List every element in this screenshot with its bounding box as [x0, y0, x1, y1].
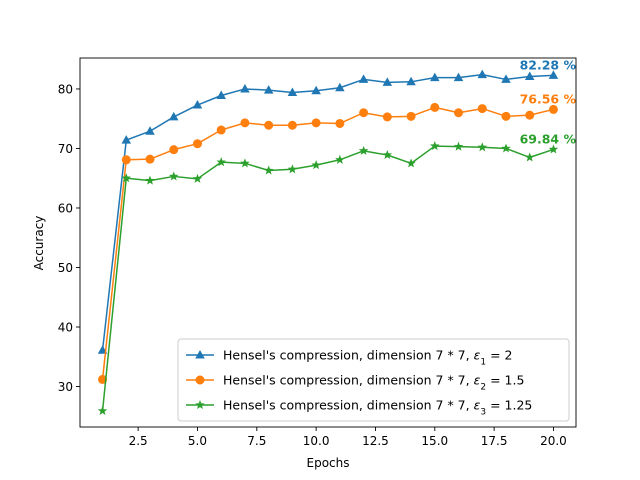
data-point	[97, 405, 108, 415]
x-tick-label: 17.5	[481, 434, 508, 448]
legend-marker	[195, 350, 205, 359]
data-point	[358, 145, 369, 155]
x-tick-label: 2.5	[129, 434, 148, 448]
data-point	[216, 90, 226, 99]
data-point	[311, 160, 321, 170]
data-point	[477, 104, 487, 114]
data-point	[453, 72, 464, 82]
data-point	[501, 74, 511, 83]
data-point	[430, 72, 440, 82]
data-point	[240, 118, 250, 128]
data-point	[501, 111, 511, 121]
y-tick-label: 50	[58, 261, 73, 275]
series-line-1	[101, 73, 554, 351]
legend-label: Hensel's compression, dimension 7 * 7, ε…	[223, 348, 512, 368]
data-point	[382, 77, 393, 86]
data-point	[121, 173, 132, 183]
data-point	[145, 175, 155, 185]
data-point	[287, 164, 298, 174]
data-point	[192, 100, 203, 109]
data-point	[168, 111, 179, 121]
y-tick-label: 70	[58, 142, 73, 156]
data-point	[524, 71, 535, 80]
x-tick-label: 20.0	[540, 434, 567, 448]
legend-entry-1: Hensel's compression, dimension 7 * 7, ε…	[186, 348, 512, 368]
data-point	[524, 152, 535, 162]
data-point	[382, 150, 393, 160]
data-point	[525, 110, 535, 120]
data-point	[501, 143, 511, 153]
data-point	[169, 145, 179, 155]
y-tick-label: 60	[58, 201, 73, 215]
x-tick-label: 15.0	[421, 434, 448, 448]
y-tick-label: 40	[58, 321, 73, 335]
legend-entry-2: Hensel's compression, dimension 7 * 7, ε…	[186, 373, 524, 393]
end-value-label-2: 76.56 %	[520, 91, 577, 106]
data-point	[240, 158, 250, 168]
data-point	[548, 70, 559, 79]
x-axis-label: Epochs	[307, 456, 350, 470]
data-point	[477, 142, 488, 152]
x-tick-label: 10.0	[303, 434, 330, 448]
data-point	[121, 135, 132, 144]
data-point	[359, 108, 369, 118]
data-point	[335, 82, 345, 92]
data-point	[430, 102, 440, 112]
legend: Hensel's compression, dimension 7 * 7, ε…	[177, 338, 570, 422]
axes-frame	[79, 57, 577, 428]
legend-marker	[195, 400, 205, 410]
data-point	[145, 154, 155, 164]
data-point	[216, 125, 226, 135]
x-tick-label: 5.0	[188, 434, 207, 448]
x-tick-label: 7.5	[247, 434, 266, 448]
data-point	[287, 120, 297, 130]
data-point	[335, 154, 345, 164]
end-value-label-1: 82.28 %	[520, 57, 577, 72]
data-point	[240, 83, 250, 93]
data-point	[311, 85, 321, 95]
data-point	[454, 108, 464, 118]
data-point	[430, 141, 440, 151]
y-tick-label: 80	[58, 82, 73, 96]
series-3: 69.84 %	[97, 131, 577, 415]
data-point	[548, 104, 558, 114]
data-point	[382, 112, 392, 122]
data-point	[192, 173, 203, 183]
y-axis-label: Accuracy	[32, 216, 46, 271]
data-point	[406, 111, 416, 121]
data-point	[287, 87, 298, 97]
series-2: 76.56 %	[98, 91, 577, 384]
data-point	[406, 76, 416, 86]
series-1: 82.28 %	[97, 57, 577, 354]
data-point	[216, 157, 226, 167]
y-tick-label: 30	[58, 380, 73, 394]
legend-marker	[195, 375, 205, 385]
data-point	[121, 155, 131, 165]
data-point	[453, 141, 464, 151]
data-point	[406, 158, 416, 168]
data-point	[145, 126, 155, 135]
data-point	[263, 85, 274, 94]
legend-label: Hensel's compression, dimension 7 * 7, ε…	[223, 398, 532, 418]
series-line-3	[101, 145, 554, 412]
data-point	[335, 118, 345, 128]
data-point	[168, 171, 179, 181]
data-point	[548, 144, 559, 154]
end-value-label-3: 69.84 %	[520, 131, 577, 146]
data-point	[477, 69, 488, 79]
legend-label: Hensel's compression, dimension 7 * 7, ε…	[223, 373, 524, 393]
data-point	[311, 118, 321, 128]
data-point	[358, 74, 369, 83]
data-point	[264, 120, 274, 130]
data-point	[192, 139, 202, 149]
data-point	[263, 165, 274, 175]
legend-box	[177, 338, 570, 422]
plot-area: 82.28 % 76.56 % 69.84 %	[97, 57, 577, 415]
x-tick-label: 12.5	[362, 434, 389, 448]
axes: 2.5 5.0 7.5 10.0 12.5 15.0 17.5 20.0 30 40 50 60 70 8…	[58, 57, 577, 448]
legend-entry-3: Hensel's compression, dimension 7 * 7, ε…	[186, 398, 532, 418]
